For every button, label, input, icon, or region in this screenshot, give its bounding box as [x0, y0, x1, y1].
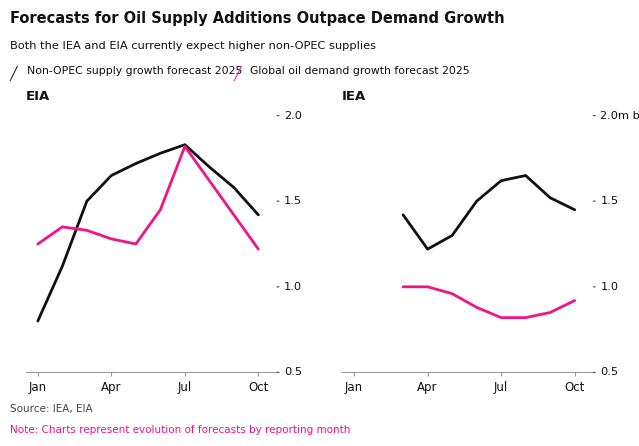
Text: 2.0m b/d: 2.0m b/d	[601, 111, 639, 120]
Text: 0.5: 0.5	[601, 368, 619, 377]
Text: 1.5: 1.5	[284, 196, 302, 206]
Text: ╱: ╱	[233, 66, 241, 81]
Text: Forecasts for Oil Supply Additions Outpace Demand Growth: Forecasts for Oil Supply Additions Outpa…	[10, 11, 504, 26]
Text: ╱: ╱	[10, 66, 17, 81]
Text: 2.0: 2.0	[284, 111, 302, 120]
Text: Non-OPEC supply growth forecast 2025: Non-OPEC supply growth forecast 2025	[27, 66, 242, 76]
Text: Global oil demand growth forecast 2025: Global oil demand growth forecast 2025	[250, 66, 470, 76]
Text: Source: IEA, EIA: Source: IEA, EIA	[10, 404, 92, 413]
Text: 0.5: 0.5	[284, 368, 302, 377]
Text: IEA: IEA	[342, 90, 366, 103]
Text: Note: Charts represent evolution of forecasts by reporting month: Note: Charts represent evolution of fore…	[10, 425, 350, 434]
Text: EIA: EIA	[26, 90, 50, 103]
Text: 1.0: 1.0	[601, 282, 619, 292]
Text: 1.0: 1.0	[284, 282, 302, 292]
Text: 1.5: 1.5	[601, 196, 619, 206]
Text: Both the IEA and EIA currently expect higher non-OPEC supplies: Both the IEA and EIA currently expect hi…	[10, 41, 376, 51]
